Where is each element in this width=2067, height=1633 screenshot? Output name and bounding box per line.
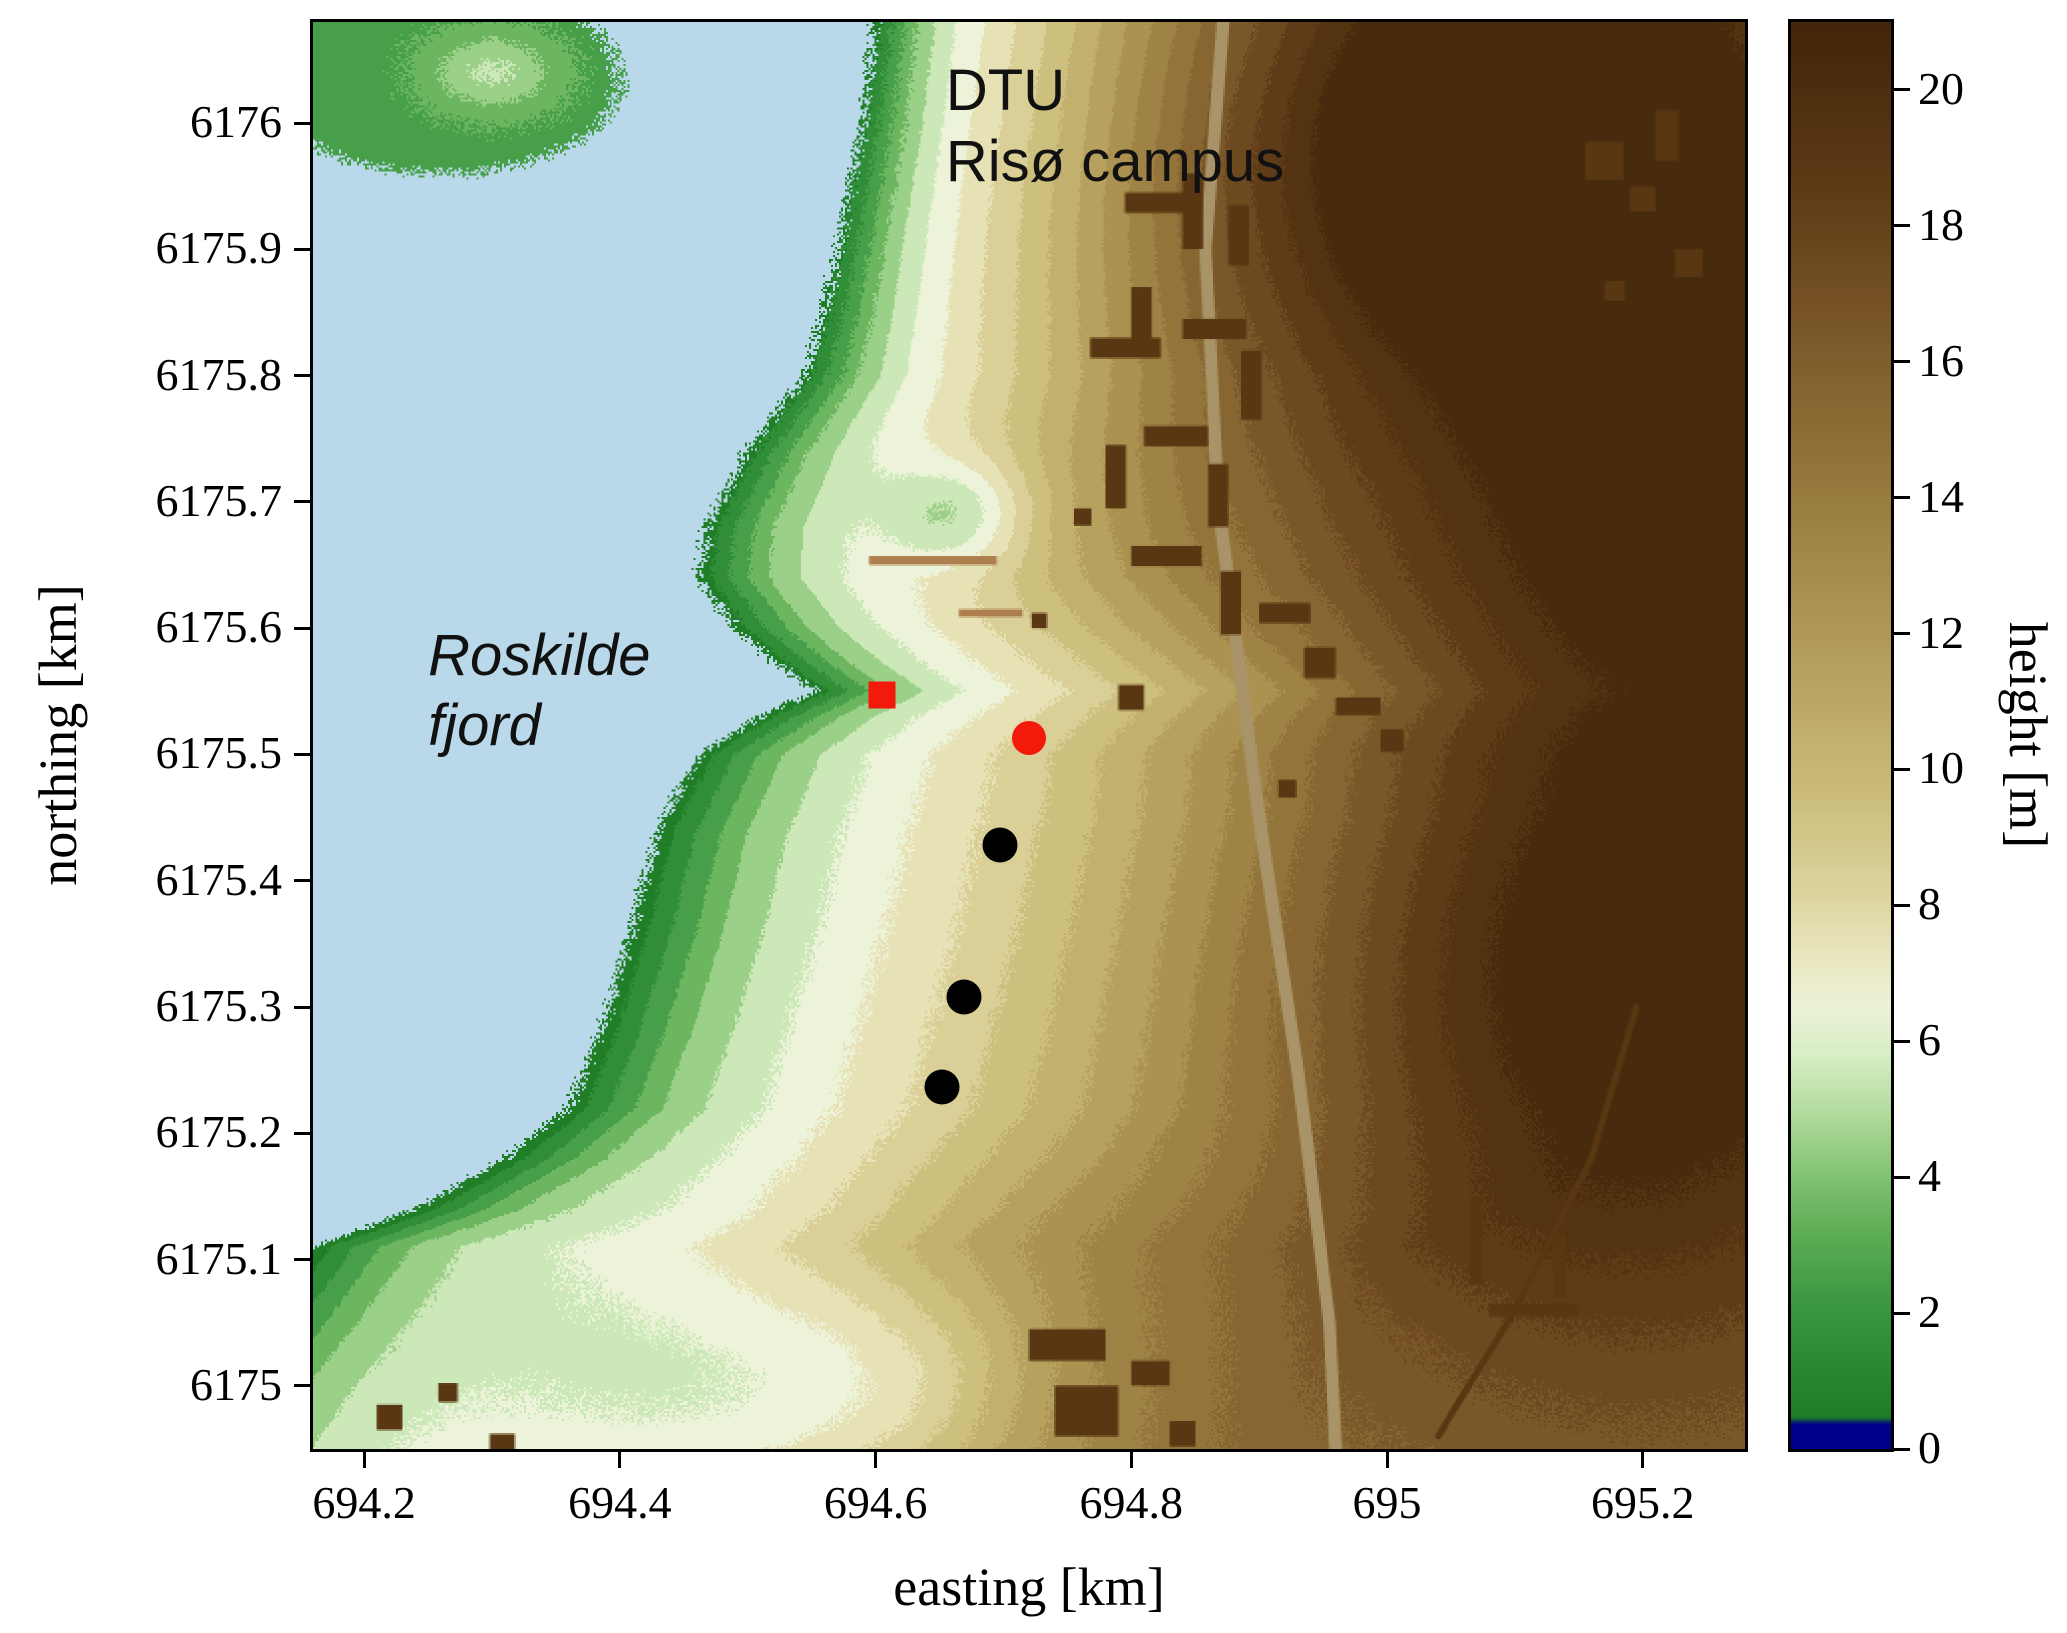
y-axis-label: northing [km] <box>28 584 88 886</box>
colorbar-tick-mark <box>1894 360 1910 364</box>
colorbar-tick-mark <box>1894 903 1910 907</box>
colorbar-tick-label: 20 <box>1918 62 1964 114</box>
colorbar-tick-mark <box>1894 767 1910 771</box>
colorbar-tick-mark <box>1894 1175 1910 1179</box>
colorbar-tick-label: 16 <box>1918 334 1964 386</box>
y-tick-mark <box>294 500 310 504</box>
y-tick-label: 6175.6 <box>155 601 283 653</box>
x-tick-mark <box>362 1452 366 1468</box>
colorbar-tick-mark <box>1894 88 1910 92</box>
colorbar-tick-mark <box>1894 1311 1910 1315</box>
fjord-annotation-line1: Roskilde <box>428 622 651 688</box>
colorbar-tick-label: 18 <box>1918 198 1964 250</box>
campus-annotation-line2: Risø campus <box>945 128 1285 194</box>
colorbar-tick-label: 6 <box>1918 1014 1941 1066</box>
y-tick-mark <box>294 752 310 756</box>
colorbar-tick-mark <box>1894 496 1910 500</box>
y-tick-label: 6175.8 <box>155 348 283 400</box>
x-tick-mark <box>618 1452 622 1468</box>
campus-annotation: DTU Risø campus <box>946 56 1284 198</box>
y-tick-label: 6175 <box>190 1358 282 1410</box>
fjord-annotation-line2: fjord <box>428 693 541 759</box>
x-axis-label: easting [km] <box>893 1557 1165 1617</box>
red-circle-marker <box>1012 721 1046 756</box>
colorbar-tick-mark <box>1894 1039 1910 1043</box>
x-tick-label: 694.8 <box>1079 1477 1184 1528</box>
red-square-marker <box>868 681 896 709</box>
x-tick-mark <box>874 1452 878 1468</box>
colorbar-tick-label: 12 <box>1918 606 1964 658</box>
colorbar-tick-label: 8 <box>1918 878 1941 930</box>
campus-annotation-line1: DTU <box>945 58 1066 124</box>
colorbar-tick-label: 14 <box>1918 470 1964 522</box>
y-tick-mark <box>294 1005 310 1009</box>
y-tick-mark <box>294 247 310 251</box>
y-tick-label: 6175.1 <box>155 1232 283 1284</box>
black-circle-marker-3 <box>924 1069 960 1105</box>
colorbar <box>1788 19 1894 1452</box>
x-tick-label: 694.4 <box>568 1477 672 1528</box>
y-tick-label: 6175.9 <box>155 222 283 274</box>
colorbar-label: height [m] <box>1998 621 2058 849</box>
black-circle-marker-1 <box>982 827 1018 863</box>
colorbar-gradient-canvas <box>1791 22 1891 1449</box>
y-tick-label: 6176 <box>190 96 282 148</box>
y-tick-label: 6175.2 <box>155 1106 283 1158</box>
x-tick-label: 695.2 <box>1590 1477 1695 1528</box>
x-tick-label: 694.2 <box>312 1477 416 1528</box>
colorbar-tick-mark <box>1894 1447 1910 1451</box>
y-tick-mark <box>294 879 310 883</box>
colorbar-tick-label: 4 <box>1918 1150 1941 1202</box>
y-tick-mark <box>294 626 310 630</box>
colorbar-tick-mark <box>1894 632 1910 636</box>
colorbar-tick-label: 0 <box>1918 1422 1941 1473</box>
y-tick-mark <box>294 1131 310 1135</box>
colorbar-tick-mark <box>1894 224 1910 228</box>
x-tick-mark <box>1385 1452 1389 1468</box>
x-tick-label: 694.6 <box>823 1477 928 1528</box>
fjord-annotation: Roskilde fjord <box>428 621 650 763</box>
y-tick-label: 6175.3 <box>155 980 283 1031</box>
x-tick-mark <box>1129 1452 1133 1468</box>
x-tick-mark <box>1641 1452 1645 1468</box>
y-tick-mark <box>294 1258 310 1262</box>
map-plot-area: DTU Risø campus Roskilde fjord <box>310 19 1748 1452</box>
colorbar-tick-label: 10 <box>1918 742 1964 794</box>
y-tick-mark <box>294 1384 310 1388</box>
y-tick-mark <box>294 121 310 125</box>
black-circle-marker-2 <box>946 979 982 1015</box>
x-tick-label: 695 <box>1352 1477 1422 1528</box>
colorbar-tick-label: 2 <box>1918 1286 1941 1338</box>
y-tick-label: 6175.5 <box>155 727 283 779</box>
y-tick-label: 6175.4 <box>155 853 283 905</box>
y-tick-label: 6175.7 <box>155 474 283 526</box>
y-tick-mark <box>294 374 310 378</box>
